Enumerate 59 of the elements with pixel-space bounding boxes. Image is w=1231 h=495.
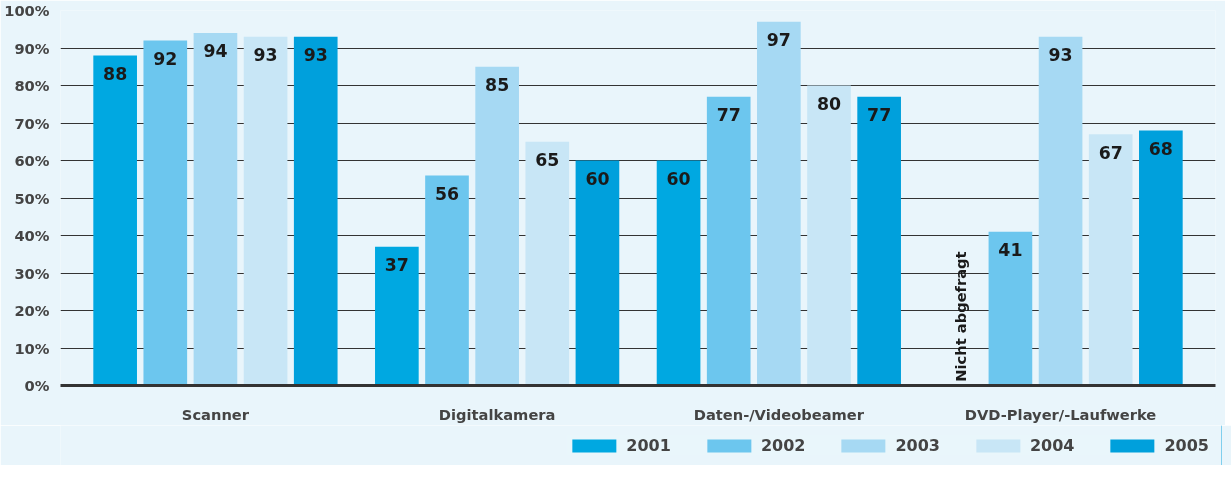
data-label: 60 — [585, 168, 610, 189]
bar — [807, 85, 851, 386]
data-label: 37 — [384, 255, 409, 275]
data-label: 56 — [434, 183, 460, 204]
data-label: 67 — [1098, 142, 1123, 163]
legend-label: 2003 — [895, 435, 940, 455]
bar — [525, 141, 570, 386]
bar — [656, 160, 701, 386]
x-tick-label: DVD-Player/-Laufwerke — [964, 405, 1157, 423]
bar — [706, 96, 751, 386]
bar — [1139, 130, 1183, 386]
bar — [757, 21, 801, 386]
bar — [475, 66, 519, 386]
data-label: 93 — [253, 45, 278, 65]
y-tick-label: 100% — [4, 2, 50, 19]
bar — [93, 55, 137, 386]
bar — [1038, 36, 1083, 386]
data-label: 77 — [867, 105, 892, 125]
legend-label: 2001 — [626, 435, 671, 455]
data-label: 93 — [1048, 45, 1073, 65]
bar — [243, 36, 288, 386]
y-tick-label: 30% — [14, 264, 50, 282]
data-label: 80 — [816, 93, 842, 114]
y-tick-label: 90% — [14, 39, 50, 57]
bar — [1088, 134, 1133, 386]
bar — [988, 231, 1033, 386]
x-tick-label: Scanner — [181, 405, 250, 423]
legend-label: 2004 — [1029, 435, 1075, 455]
annotation: Nicht abgefragt — [951, 251, 969, 382]
x-tick-label: Digitalkamera — [438, 405, 556, 423]
data-label: 77 — [716, 105, 741, 125]
y-tick-label: 10% — [14, 339, 50, 357]
data-label: 41 — [998, 240, 1023, 260]
data-label: 65 — [535, 150, 560, 170]
bar — [293, 36, 338, 386]
bar — [425, 175, 469, 386]
x-tick-label: Daten-/Videobeamer — [693, 405, 865, 423]
bar — [143, 40, 188, 386]
data-label: 92 — [153, 48, 178, 69]
bar — [375, 246, 419, 386]
bar — [575, 160, 620, 386]
y-tick-label: 20% — [14, 302, 50, 319]
data-label: 88 — [103, 63, 128, 84]
data-label: 97 — [766, 30, 791, 50]
data-label: 60 — [666, 168, 691, 189]
y-tick-label: 40% — [14, 227, 50, 244]
bar — [857, 96, 901, 386]
data-label: 94 — [203, 41, 228, 62]
y-tick-label: 50% — [14, 189, 50, 207]
data-label: 68 — [1148, 138, 1173, 159]
data-label: 85 — [485, 75, 510, 95]
y-tick-label: 60% — [14, 152, 50, 169]
y-tick-label: 70% — [14, 114, 50, 132]
bar — [193, 33, 238, 386]
y-tick-label: 80% — [14, 77, 50, 94]
data-label: 93 — [303, 45, 328, 65]
y-tick-label: 0% — [24, 377, 50, 394]
legend-label: 2002 — [760, 435, 806, 455]
legend-label: 2005 — [1164, 435, 1209, 455]
